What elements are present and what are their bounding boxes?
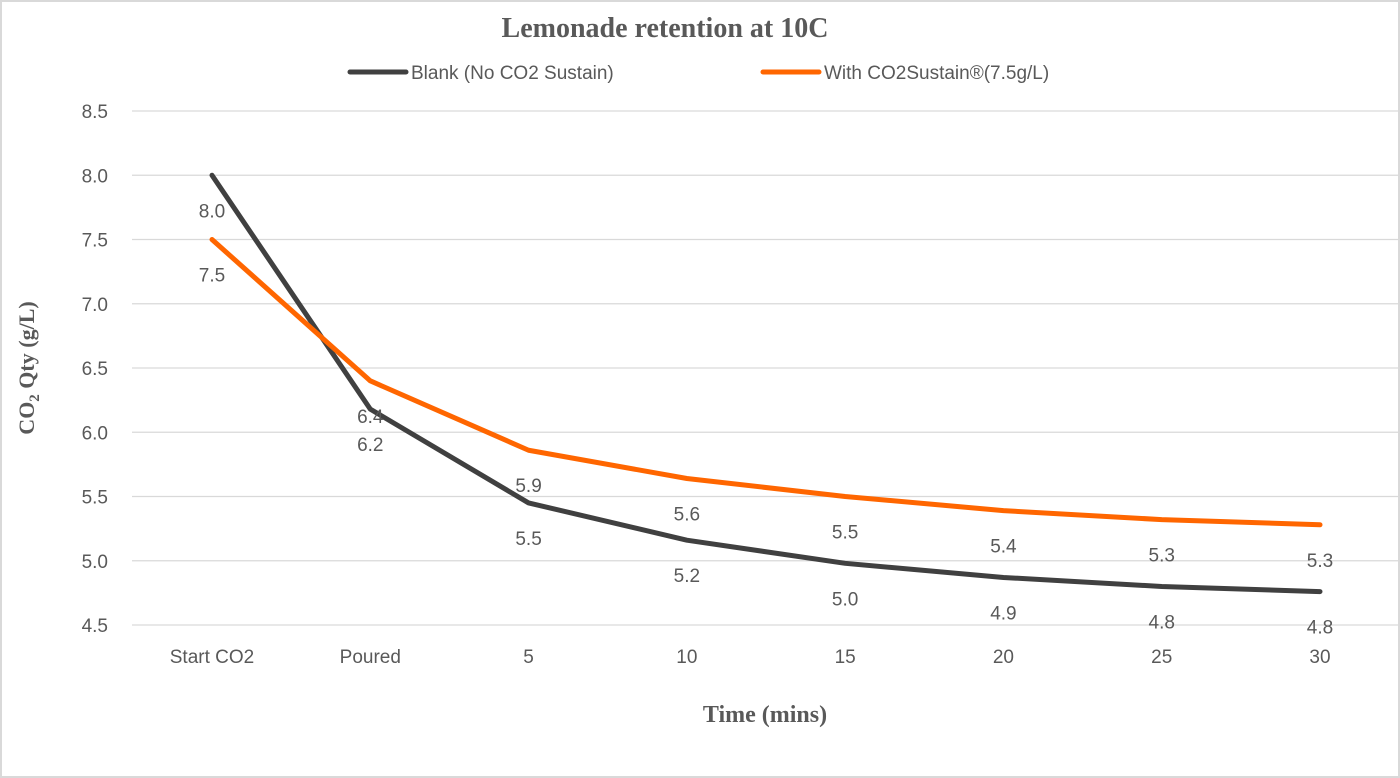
legend: Blank (No CO2 Sustain) With CO2Sustain®(7… [347,63,1049,84]
gridlines [132,110,1398,626]
series-line-1 [209,237,1323,528]
x-axis-title: Time (mins) [703,702,827,728]
x-tick-label: Poured [340,647,401,668]
y-tick-label: 8.0 [82,166,108,187]
legend-label: Blank (No CO2 Sustain) [411,63,614,84]
y-tick-label: 7.0 [82,295,108,316]
data-label: 5.9 [515,476,541,497]
series-lines [209,172,1323,595]
data-label: 5.5 [515,529,541,550]
y-axis-title: CO2 Qty (g/L) [14,301,43,434]
data-label: 5.5 [832,523,858,544]
data-label: 6.4 [357,407,384,428]
data-label: 5.3 [1307,551,1333,572]
y-tick-label: 6.0 [82,423,108,444]
data-label: 7.5 [199,266,225,287]
chart-title: Lemonade retention at 10C [502,13,829,44]
data-label: 5.0 [832,589,858,610]
legend-label: With CO2Sustain®(7.5g/L) [824,63,1049,84]
data-label: 4.9 [990,603,1016,624]
y-tick-label: 7.5 [82,231,108,252]
data-label: 5.6 [674,505,700,526]
data-label: 6.2 [357,435,383,456]
x-tick-label: 5 [523,647,534,668]
data-labels: 8.0 6.2 5.5 5.2 5.0 4.9 4.8 4.8 7.5 6.4 5.9 5.6 5.5 5… [199,201,1333,638]
x-tick-label: 30 [1309,647,1330,668]
y-tick-label: 5.5 [82,488,108,509]
x-tick-label: 20 [993,647,1014,668]
x-tick-label: 25 [1151,647,1172,668]
y-tick-label: 5.0 [82,552,108,573]
y-tick-label: 8.5 [82,102,108,123]
y-tick-label: 4.5 [82,616,108,637]
y-tick-label: 6.5 [82,359,108,380]
data-label: 5.2 [674,566,700,587]
x-tick-label: 15 [835,647,856,668]
data-label: 8.0 [199,201,225,222]
y-axis-ticks: 4.5 5.0 5.5 6.0 6.5 7.0 7.5 8.0 8.5 [82,102,108,637]
data-label: 4.8 [1307,618,1333,639]
x-tick-label: 10 [676,647,697,668]
legend-item-1: With CO2Sustain®(7.5g/L) [760,63,1049,84]
data-label: 5.3 [1149,546,1175,567]
data-label: 4.8 [1149,612,1175,633]
legend-item-0: Blank (No CO2 Sustain) [347,63,614,84]
x-axis-ticks: Start CO2 Poured 5 10 15 20 25 30 [170,647,1331,668]
series-line-0 [209,172,1323,595]
x-tick-label: Start CO2 [170,647,254,668]
data-label: 5.4 [990,537,1017,558]
